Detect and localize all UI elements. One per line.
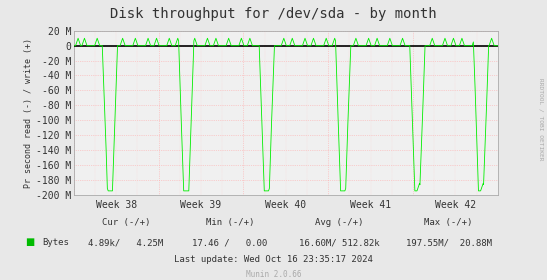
Text: Bytes: Bytes <box>42 238 69 247</box>
Text: 17.46 /   0.00: 17.46 / 0.00 <box>192 238 267 247</box>
Text: Last update: Wed Oct 16 23:35:17 2024: Last update: Wed Oct 16 23:35:17 2024 <box>174 255 373 264</box>
Text: Cur (-/+): Cur (-/+) <box>102 218 150 227</box>
Text: 197.55M/  20.88M: 197.55M/ 20.88M <box>405 238 492 247</box>
Text: 4.89k/   4.25M: 4.89k/ 4.25M <box>88 238 164 247</box>
Text: Min (-/+): Min (-/+) <box>206 218 254 227</box>
Y-axis label: Pr second read (-) / write (+): Pr second read (-) / write (+) <box>24 38 33 188</box>
Text: Avg (-/+): Avg (-/+) <box>315 218 363 227</box>
Text: ■: ■ <box>26 237 34 247</box>
Text: Week 38: Week 38 <box>96 200 137 210</box>
Text: Week 41: Week 41 <box>350 200 391 210</box>
Text: Max (-/+): Max (-/+) <box>424 218 473 227</box>
Text: Week 42: Week 42 <box>435 200 476 210</box>
Text: RRDTOOL / TOBI OETIKER: RRDTOOL / TOBI OETIKER <box>538 78 543 161</box>
Text: Week 40: Week 40 <box>265 200 306 210</box>
Text: Disk throughput for /dev/sda - by month: Disk throughput for /dev/sda - by month <box>110 7 437 21</box>
Text: Week 39: Week 39 <box>181 200 222 210</box>
Text: Munin 2.0.66: Munin 2.0.66 <box>246 270 301 279</box>
Text: 16.60M/ 512.82k: 16.60M/ 512.82k <box>299 238 380 247</box>
